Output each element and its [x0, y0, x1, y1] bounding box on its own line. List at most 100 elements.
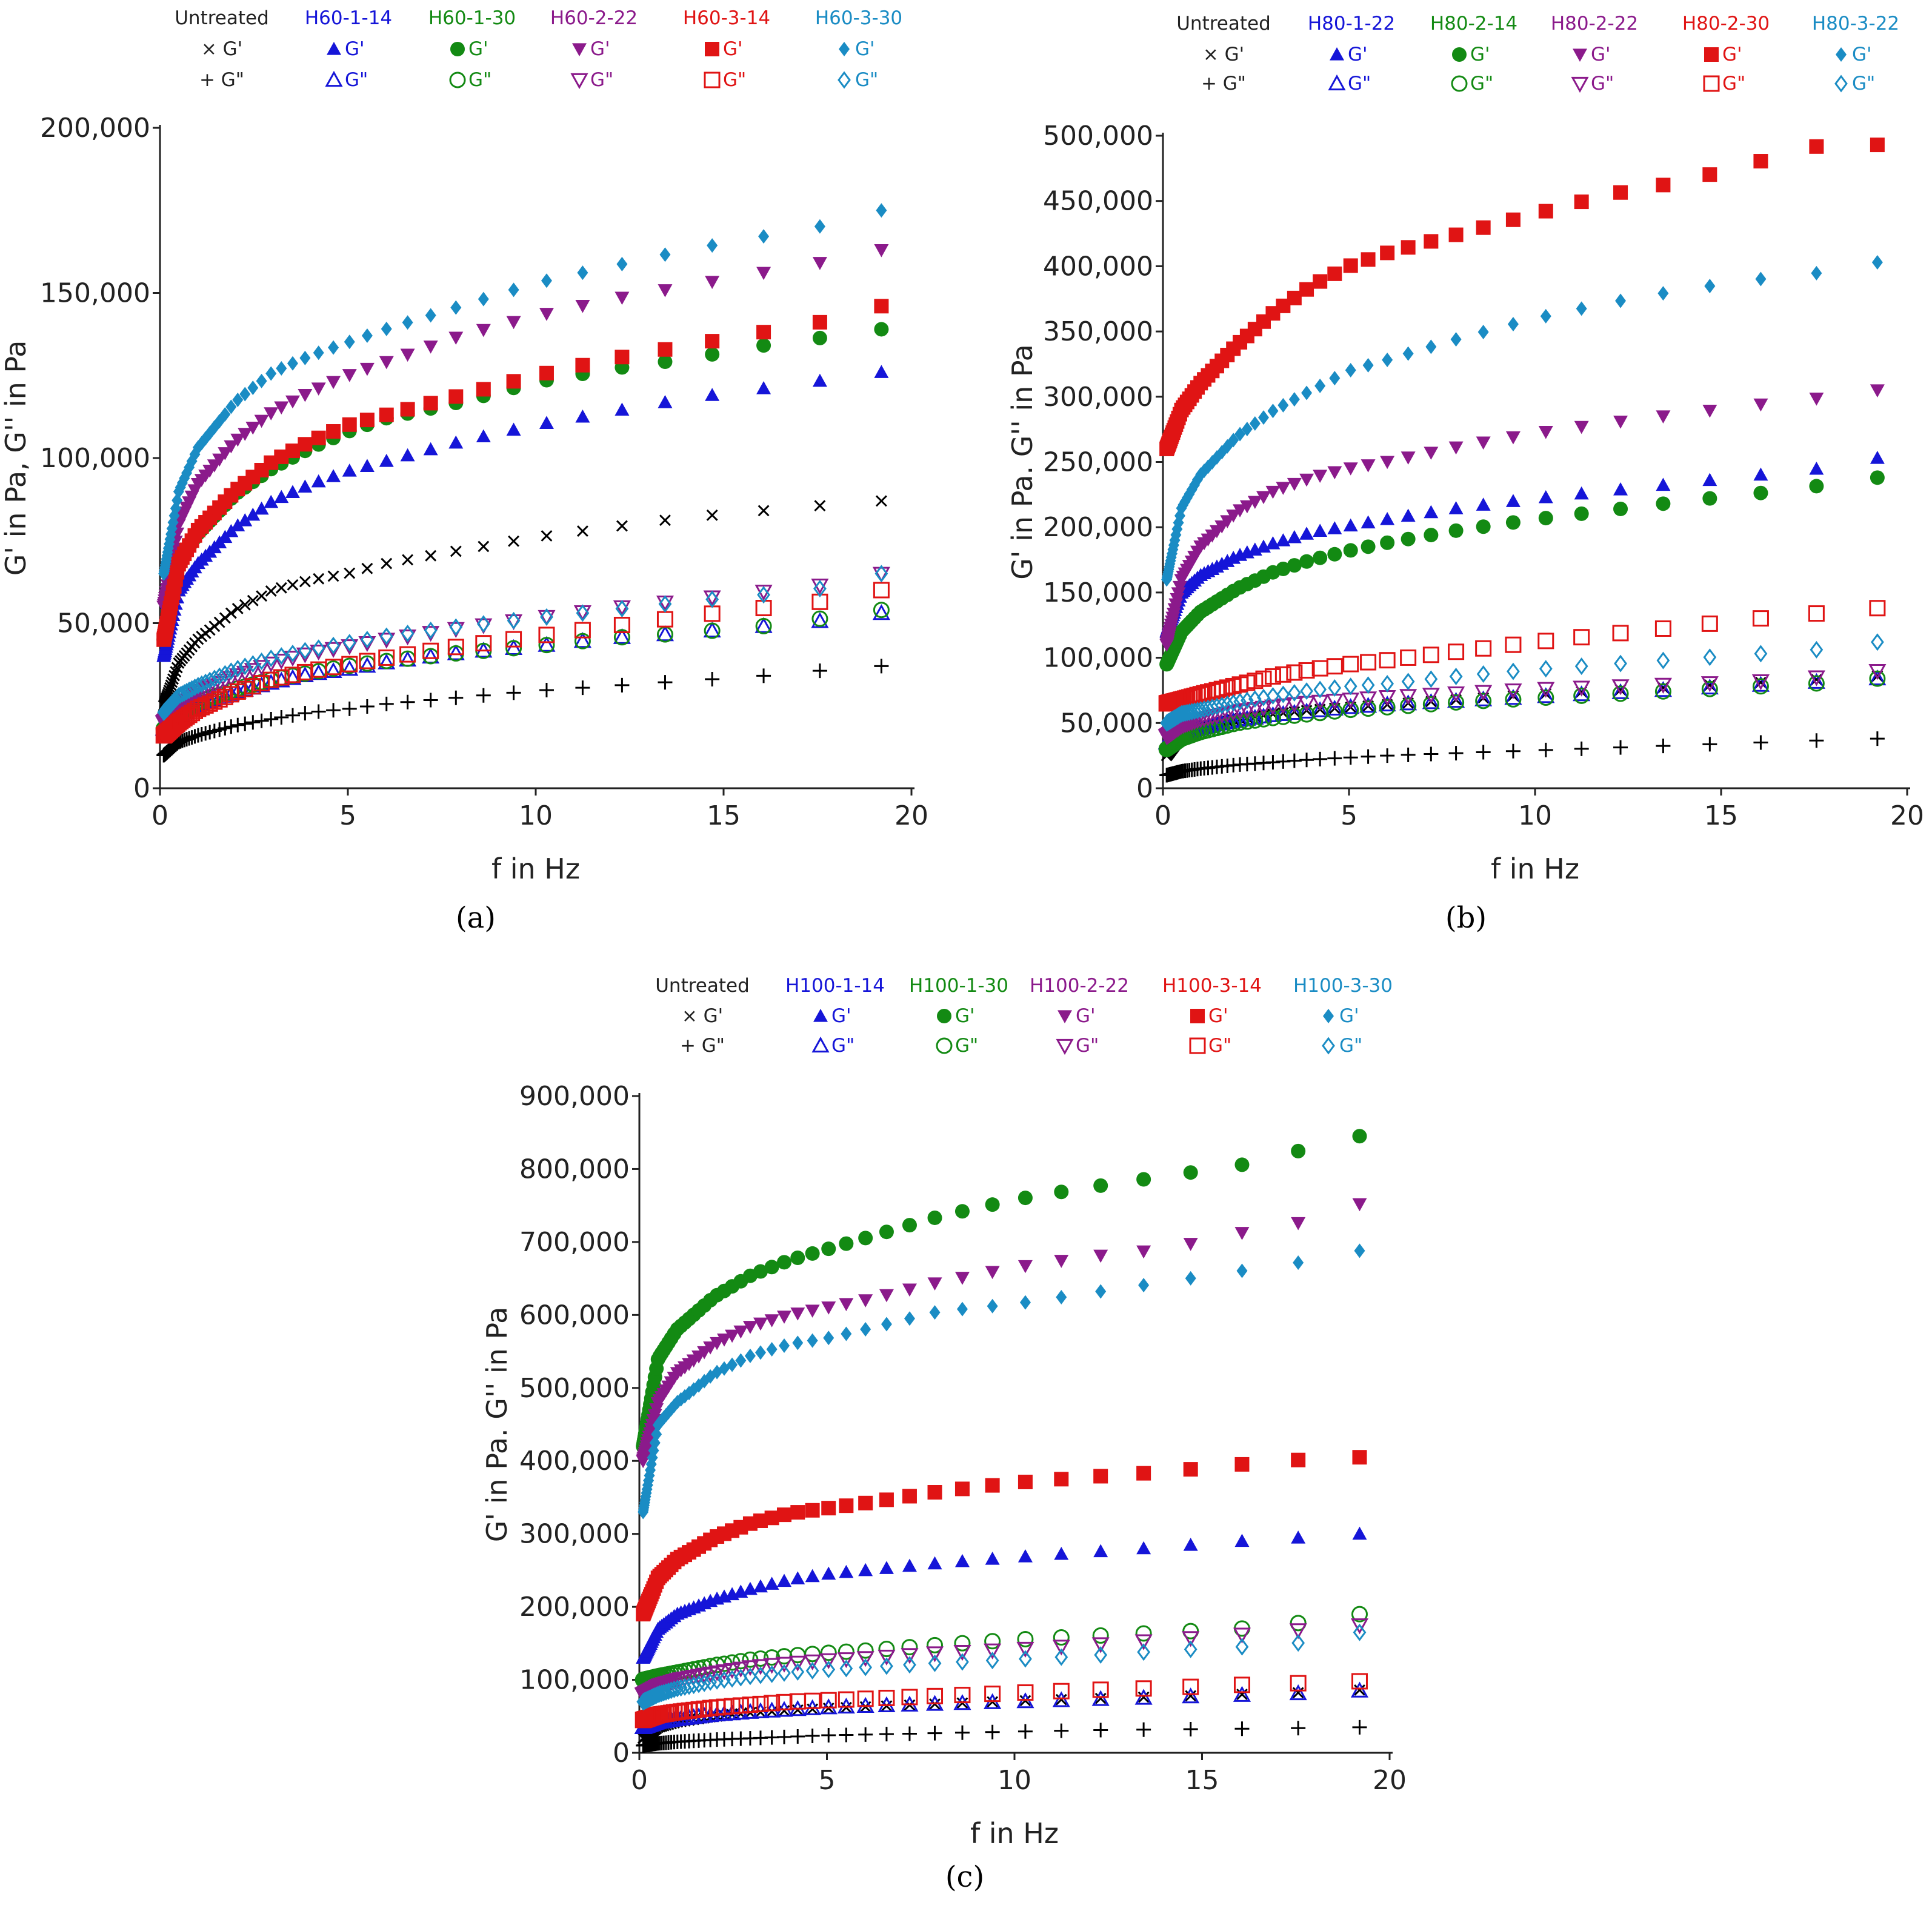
storage-modulus-point: [812, 314, 827, 330]
loss-modulus-point: [819, 1653, 838, 1669]
loss-modulus-point: [755, 617, 772, 634]
storage-modulus-point: [814, 500, 826, 512]
y-axis-title: G' in Pa. G'' in Pa: [1006, 344, 1039, 580]
legend-gp-marker-icon: [937, 1009, 951, 1023]
storage-modulus-point: [1185, 1690, 1197, 1702]
storage-modulus-point: [285, 485, 300, 498]
storage-modulus-point: [256, 373, 267, 388]
storage-modulus-point: [790, 1505, 805, 1520]
loss-modulus-point: [1313, 680, 1327, 699]
legend-label-gp: × G': [1203, 44, 1244, 65]
loss-modulus-point: [324, 662, 342, 679]
loss-modulus-point: [1753, 735, 1768, 750]
loss-modulus-point: [230, 717, 245, 733]
storage-modulus-point: [1287, 477, 1302, 491]
storage-modulus-point: [1287, 290, 1302, 305]
loss-modulus-point: [1342, 698, 1360, 714]
loss-modulus-point: [1052, 1640, 1070, 1656]
loss-modulus-point: [1183, 1722, 1198, 1737]
x-tick-label: 20: [1890, 800, 1924, 831]
storage-modulus-point: [705, 388, 720, 401]
storage-modulus-point: [1054, 1184, 1069, 1200]
storage-modulus-point: [541, 273, 552, 288]
storage-modulus-point: [344, 567, 356, 579]
storage-modulus-point: [874, 322, 889, 337]
storage-modulus-point: [1402, 346, 1414, 361]
loss-modulus-point: [207, 669, 221, 688]
storage-modulus-point: [1054, 1546, 1069, 1560]
loss-modulus-point: [211, 691, 228, 708]
storage-modulus-point: [275, 582, 287, 594]
loss-modulus-point: [1327, 751, 1342, 766]
legend-series-name: H80-3-22: [1812, 13, 1899, 35]
storage-modulus-point: [478, 291, 489, 307]
loss-modulus-point: [837, 1652, 855, 1669]
storage-modulus-point: [778, 1338, 790, 1354]
loss-modulus-point: [1274, 708, 1291, 725]
storage-modulus-point: [379, 453, 394, 467]
storage-modulus-point: [705, 334, 720, 349]
storage-modulus-point: [1574, 506, 1589, 521]
storage-modulus-point: [858, 1231, 873, 1246]
y-tick-label: 700,000: [519, 1227, 630, 1258]
loss-modulus-point: [1474, 685, 1493, 701]
loss-modulus-point: [704, 622, 721, 639]
legend-label-gpp: G": [1348, 73, 1371, 95]
storage-modulus-point: [1448, 501, 1464, 514]
storage-modulus-point: [812, 330, 827, 345]
loss-modulus-point: [1754, 645, 1768, 663]
loss-modulus-point: [1474, 690, 1493, 706]
loss-modulus-point: [984, 1643, 1002, 1660]
legend-gpp-marker-icon: [1322, 1037, 1335, 1055]
loss-modulus-point: [1752, 678, 1769, 695]
storage-modulus-point: [875, 495, 887, 507]
y-axis-title: G' in Pa. G'' in Pa: [481, 1307, 513, 1543]
loss-modulus-point: [858, 1727, 873, 1742]
loss-modulus-point: [928, 1654, 942, 1672]
storage-modulus-point: [705, 347, 720, 362]
legend-gpp-marker-icon: [325, 70, 343, 87]
storage-modulus-point: [239, 387, 251, 402]
storage-modulus-point: [326, 469, 341, 482]
storage-modulus-point: [1362, 357, 1374, 373]
storage-modulus-point: [1185, 1271, 1196, 1286]
legend-label-gpp: G": [955, 1035, 978, 1057]
loss-modulus-point: [1505, 743, 1521, 759]
loss-modulus-point: [1291, 1634, 1305, 1652]
y-tick-label: 200,000: [1043, 512, 1153, 543]
loss-modulus-point: [238, 716, 253, 731]
storage-modulus-point: [225, 607, 237, 619]
loss-modulus-point: [1017, 1630, 1034, 1647]
storage-modulus-point: [1288, 392, 1300, 407]
loss-modulus-point: [723, 1663, 741, 1679]
storage-modulus-point: [1380, 245, 1395, 261]
loss-modulus-point: [1361, 676, 1375, 694]
loss-modulus-point: [1700, 678, 1719, 695]
legend-label-gpp: + G": [199, 69, 244, 91]
storage-modulus-point: [1291, 1452, 1306, 1467]
legend-series-name: H80-2-22: [1551, 13, 1638, 35]
loss-modulus-point: [985, 1652, 999, 1670]
loss-modulus-point: [1234, 1721, 1250, 1736]
loss-modulus-point: [878, 1649, 896, 1666]
loss-modulus-point: [311, 704, 326, 719]
loss-modulus-point: [213, 667, 227, 685]
loss-modulus-point: [275, 647, 288, 665]
storage-modulus-point: [328, 340, 339, 355]
storage-modulus-point: [776, 1507, 791, 1523]
storage-modulus-point: [1574, 194, 1589, 210]
storage-modulus-point: [705, 276, 720, 290]
loss-modulus-point: [927, 1726, 942, 1741]
legend-series-name: H100-1-14: [785, 975, 885, 997]
storage-modulus-point: [764, 1576, 779, 1590]
loss-modulus-point: [476, 615, 490, 633]
loss-modulus-point: [194, 727, 209, 742]
loss-modulus-point: [776, 1693, 793, 1710]
storage-modulus-point: [166, 676, 178, 688]
loss-modulus-point: [765, 1665, 779, 1683]
legend-gpp-marker-icon: [1703, 75, 1720, 92]
loss-modulus-point: [1379, 699, 1396, 716]
loss-modulus-point: [1381, 674, 1394, 693]
x-tick-label: 5: [819, 1765, 836, 1796]
loss-modulus-point: [218, 720, 233, 736]
